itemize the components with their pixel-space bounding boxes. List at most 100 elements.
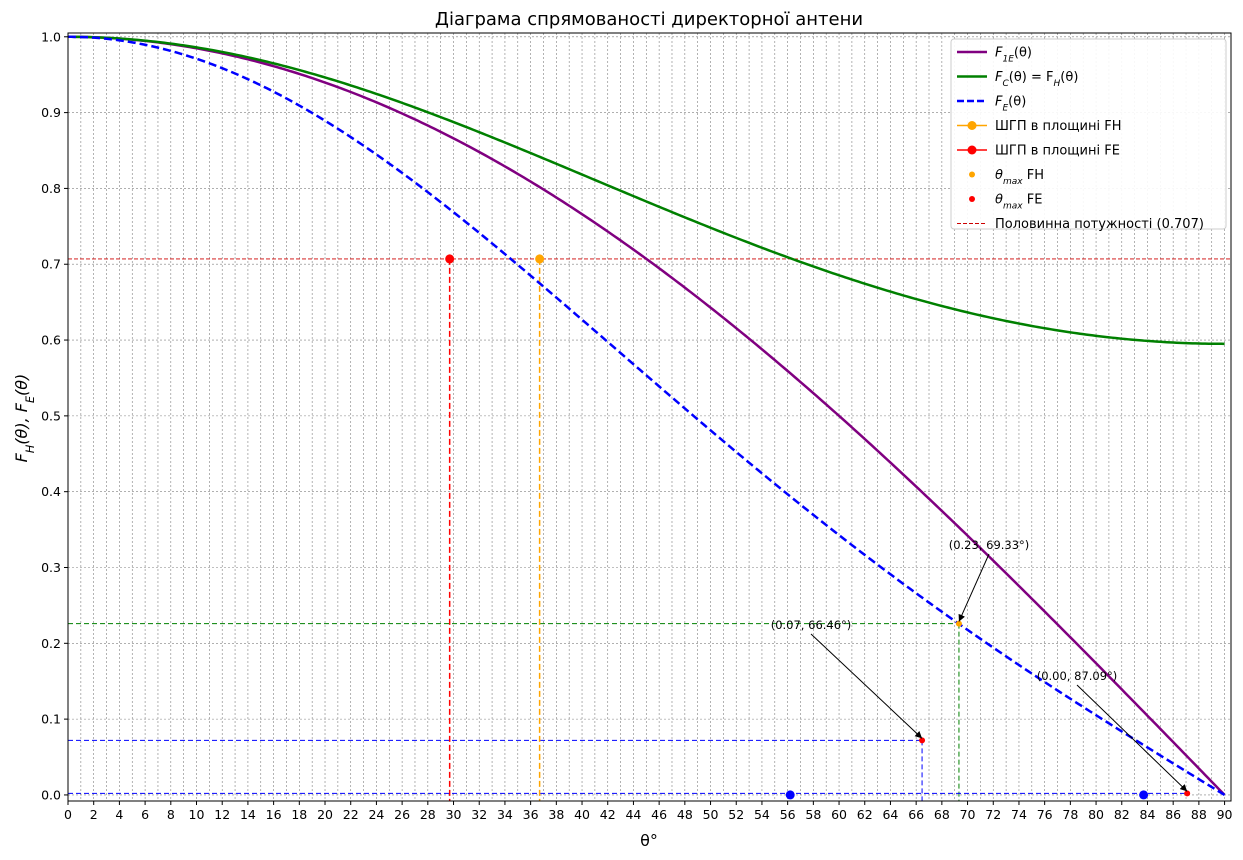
x-tick-label: 76 bbox=[1037, 807, 1053, 822]
annotation-arrow bbox=[958, 553, 990, 622]
annotation-arrow bbox=[1076, 684, 1188, 792]
series-fh-line bbox=[67, 35, 1225, 346]
series-fe-line bbox=[67, 35, 1226, 796]
legend-swatch-marker bbox=[967, 121, 977, 130]
x-tick-label: 16 bbox=[266, 807, 282, 822]
legend-label: ШГП в площині FE bbox=[995, 144, 1120, 159]
x-tick-label: 14 bbox=[240, 807, 256, 822]
x-tick-label: 42 bbox=[600, 807, 616, 822]
x-tick-label: 78 bbox=[1062, 807, 1078, 822]
legend-label: F1E(θ) bbox=[995, 46, 1032, 65]
legend-item-tmax_fe: θmax FE bbox=[969, 193, 1042, 212]
series-f1e-line bbox=[67, 35, 1226, 796]
x-tick-label: 10 bbox=[189, 807, 205, 822]
x-tick-label: 72 bbox=[985, 807, 1001, 822]
legend-item-hpbw_fe: ШГП в площині FE bbox=[957, 144, 1120, 159]
x-tick-label: 84 bbox=[1140, 807, 1156, 822]
x-tick-label: 0 bbox=[64, 807, 72, 822]
legend-label: Половинна потужності (0.707) bbox=[995, 217, 1204, 232]
null-point bbox=[785, 790, 795, 800]
x-tick-label: 36 bbox=[523, 807, 539, 822]
legend-item-fh: FC(θ) = FH(θ) bbox=[957, 70, 1078, 89]
x-tick-label: 32 bbox=[471, 807, 487, 822]
y-tick-label: 0.2 bbox=[41, 636, 61, 651]
x-tick-label: 70 bbox=[960, 807, 976, 822]
axes: 0 2 4 6 8 10 12 14 16 18 20 22 24 26 28 30 32 34 36 38 40 42 4… bbox=[41, 29, 1232, 822]
x-tick-label: 54 bbox=[754, 807, 770, 822]
x-tick-label: 44 bbox=[625, 807, 641, 822]
x-tick-label: 50 bbox=[703, 807, 719, 822]
legend-swatch-marker bbox=[969, 196, 975, 202]
legend-swatch-marker bbox=[969, 171, 975, 178]
x-tick-label: 60 bbox=[831, 807, 847, 822]
y-tick-label: 0.9 bbox=[41, 105, 61, 120]
x-tick-label: 56 bbox=[780, 807, 796, 822]
x-tick-label: 66 bbox=[908, 807, 924, 822]
x-tick-label: 74 bbox=[1011, 807, 1027, 822]
x-tick-label: 34 bbox=[497, 807, 513, 822]
legend-item-half: Половинна потужності (0.707) bbox=[957, 217, 1204, 232]
fh-max-point bbox=[955, 620, 962, 627]
fe-max2-point bbox=[1184, 790, 1191, 797]
annotations: (0.23, 69.33°) (0.07, 66.46°) (0.00, 87.09… bbox=[771, 538, 1188, 792]
y-tick-label: 0.1 bbox=[41, 712, 61, 727]
hpbw-fh-point bbox=[535, 254, 545, 264]
x-tick-label: 30 bbox=[446, 807, 462, 822]
annotation-label: (0.23, 69.33°) bbox=[949, 538, 1030, 552]
legend-item-hpbw_fh: ШГП в площині FH bbox=[957, 119, 1121, 134]
x-tick-label: 80 bbox=[1088, 807, 1104, 822]
null-point bbox=[1139, 790, 1149, 800]
legend-label: ШГП в площині FH bbox=[995, 119, 1121, 134]
hpbw-fe-point bbox=[445, 254, 455, 264]
x-tick-label: 40 bbox=[574, 807, 590, 822]
y-tick-label: 0.5 bbox=[41, 408, 61, 423]
annotation-arrow bbox=[810, 633, 923, 739]
x-tick-label: 20 bbox=[317, 807, 333, 822]
x-tick-label: 62 bbox=[857, 807, 873, 822]
plot-series bbox=[67, 35, 1231, 801]
y-tick-label: 0.3 bbox=[41, 560, 61, 575]
x-tick-label: 52 bbox=[728, 807, 744, 822]
x-tick-label: 86 bbox=[1165, 807, 1181, 822]
x-tick-label: 4 bbox=[115, 807, 123, 822]
annotation-label: (0.07, 66.46°) bbox=[771, 618, 852, 632]
x-tick-label: 38 bbox=[548, 807, 564, 822]
x-tick-label: 12 bbox=[214, 807, 230, 822]
x-tick-label: 2 bbox=[90, 807, 98, 822]
x-tick-label: 28 bbox=[420, 807, 436, 822]
legend-label: θmax FE bbox=[995, 193, 1042, 212]
legend-item-fe: FE(θ) bbox=[957, 95, 1026, 114]
x-tick-label: 18 bbox=[291, 807, 307, 822]
x-tick-label: 64 bbox=[882, 807, 898, 822]
legend-swatch-marker bbox=[967, 145, 977, 155]
x-tick-label: 46 bbox=[651, 807, 667, 822]
legend-label: FC(θ) = FH(θ) bbox=[995, 70, 1078, 89]
y-tick-label: 1.0 bbox=[41, 29, 61, 44]
x-tick-label: 48 bbox=[677, 807, 693, 822]
x-tick-label: 82 bbox=[1114, 807, 1130, 822]
grid bbox=[67, 33, 1231, 801]
x-axis-label: θ° bbox=[640, 831, 658, 850]
x-tick-label: 88 bbox=[1191, 807, 1207, 822]
y-tick-label: 0.8 bbox=[41, 181, 61, 196]
y-axis-label: FH(θ), FE(θ) bbox=[12, 374, 37, 463]
x-tick-label: 58 bbox=[805, 807, 821, 822]
x-tick-label: 68 bbox=[934, 807, 950, 822]
y-tick-label: 0.6 bbox=[41, 333, 61, 348]
x-tick-label: 26 bbox=[394, 807, 410, 822]
x-tick-label: 6 bbox=[141, 807, 149, 822]
x-tick-label: 90 bbox=[1217, 807, 1233, 822]
y-tick-label: 0.4 bbox=[41, 484, 61, 499]
legend-item-tmax_fh: θmax FH bbox=[969, 168, 1044, 187]
legend-label: FE(θ) bbox=[995, 95, 1026, 114]
legend: F1E(θ) FC(θ) = FH(θ) FE(θ) ШГП в площині FH… bbox=[950, 38, 1227, 232]
chart-title: Діаграма спрямованості директорної антен… bbox=[435, 9, 863, 30]
fe-max1-point bbox=[919, 737, 926, 744]
x-tick-label: 8 bbox=[167, 807, 175, 822]
plot-frame bbox=[67, 32, 1232, 802]
annotation-label: (0.00, 87.09°) bbox=[1037, 669, 1118, 683]
legend-item-f1e: F1E(θ) bbox=[957, 46, 1032, 65]
legend-box bbox=[950, 38, 1227, 230]
y-tick-label: 0.7 bbox=[41, 257, 61, 272]
